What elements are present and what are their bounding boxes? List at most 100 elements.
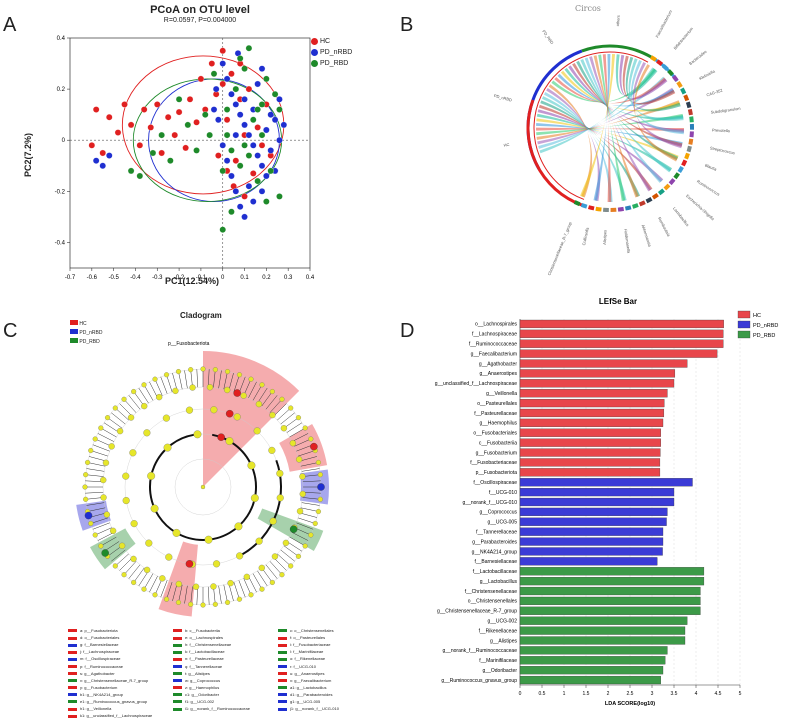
clado-node <box>88 521 93 526</box>
lefse-xtick-label: 5 <box>739 691 742 697</box>
clado-node <box>172 388 178 394</box>
clado-node <box>316 509 321 514</box>
clado-key-label: j: f__Lachnospiraceae <box>80 649 119 654</box>
clado-node <box>313 521 318 526</box>
lefse-bar <box>520 429 661 437</box>
lefse-bar <box>520 656 665 664</box>
pcoa-point-pd_rbd <box>193 147 199 153</box>
pcoa-point-pd_rbd <box>246 45 252 51</box>
circos-label: HC <box>503 142 510 148</box>
clado-key-swatch <box>278 644 287 647</box>
clado-top-label: p__Fusobacteriota <box>168 341 210 347</box>
clado-key-label: f1: g__UCG-002 <box>185 699 214 704</box>
clado-node <box>276 470 283 477</box>
clado-key-swatch <box>68 715 77 718</box>
clado-key-item: l: f__Marinifilaceae <box>278 648 323 655</box>
clado-key-swatch <box>278 672 287 675</box>
clado-node <box>308 437 313 442</box>
legend-label-pd-rbd: PD_RBD <box>320 60 348 67</box>
clado-node <box>303 544 308 549</box>
pcoa-ylabel: PC2(7.2%) <box>23 133 33 177</box>
clado-node <box>141 403 147 409</box>
clado-node-highlight <box>102 549 109 556</box>
lefse-bar <box>520 468 660 476</box>
clado-node <box>109 443 115 449</box>
circos-label: Akkermansia <box>641 224 653 248</box>
clado-key-swatch <box>173 629 182 632</box>
pcoa-point-pd_rbd <box>128 168 134 174</box>
circos-taxon-segment <box>581 205 586 207</box>
clado-node <box>188 602 193 607</box>
clado-node <box>228 580 234 586</box>
clado-key-item: h1: g__Veillonella <box>68 705 111 712</box>
clado-node <box>144 567 150 573</box>
clado-branch <box>115 408 128 420</box>
pcoa-xtick-label: -0.3 <box>152 275 163 281</box>
pcoa-point-hc <box>220 48 226 54</box>
clado-node <box>288 564 293 569</box>
clado-node <box>164 597 169 602</box>
pcoa-xtick-label: 0 <box>221 275 225 281</box>
clado-node <box>299 474 305 480</box>
clado-key-swatch <box>278 693 287 696</box>
lefse-category-label: g__norank_f__UCG-010 <box>463 500 518 506</box>
clado-key-label: r: f__UCG-010 <box>290 664 316 669</box>
lefse-xtick-label: 3 <box>651 691 654 697</box>
lefse-category-label: f__Ruminococcaceae <box>469 342 517 348</box>
pcoa-point-pd_rbd <box>250 117 256 123</box>
pcoa-point-pd_nrbd <box>259 188 265 194</box>
pcoa-point-pd_rbd <box>263 76 269 82</box>
cladogram-plot: p__Fusobacteriota <box>20 305 390 625</box>
clado-key-swatch <box>173 686 182 689</box>
circos-taxon-segment <box>670 179 674 183</box>
clado-key-swatch <box>173 644 182 647</box>
clado-node-highlight <box>234 389 241 396</box>
pcoa-point-hc <box>106 114 112 120</box>
pcoa-point-pd_nrbd <box>263 173 269 179</box>
clado-node <box>186 407 193 414</box>
circos-label: Bifidobacterium <box>673 26 695 51</box>
lefse-category-label: g__norank_f__Ruminococcaceae <box>443 648 518 654</box>
clado-root-node <box>201 485 205 489</box>
lefse-xtick-label: 3.5 <box>671 691 678 697</box>
clado-node <box>236 552 243 559</box>
clado-node <box>129 449 136 456</box>
circos-taxon-segment <box>651 57 656 60</box>
lefse-bar <box>520 587 700 595</box>
lefse-legend-swatch <box>738 331 750 338</box>
clado-branch <box>95 528 111 535</box>
lefse-bar <box>520 607 700 615</box>
clado-key-swatch <box>68 679 77 682</box>
pcoa-point-pd_nrbd <box>246 132 252 138</box>
clado-branch <box>281 550 295 561</box>
pcoa-point-hc <box>228 71 234 77</box>
clado-key-item: o: f__Rikenellaceae <box>278 655 325 662</box>
clado-node <box>308 533 313 538</box>
clado-key-label: i1: g__norank_f__Ruminococcaceae <box>185 706 250 711</box>
circos-label: Collinsella <box>581 226 590 246</box>
lefse-bar <box>520 557 657 565</box>
pcoa-point-hc <box>137 142 143 148</box>
lefse-category-label: f__Pasteurellaceae <box>474 411 517 417</box>
clado-key-swatch <box>68 665 77 668</box>
clado-node <box>280 572 285 577</box>
circos-taxon-segment <box>674 76 677 81</box>
pcoa-point-pd_nrbd <box>246 183 252 189</box>
clado-branch <box>197 369 198 387</box>
clado-key-swatch <box>68 708 77 711</box>
pcoa-point-pd_rbd <box>167 158 173 164</box>
pcoa-point-pd_nrbd <box>211 106 217 112</box>
clado-node <box>260 587 265 592</box>
lefse-xtick-label: 0.5 <box>539 691 546 697</box>
lefse-category-label: g__unclassified_f__Lachnospiraceae <box>435 381 518 387</box>
clado-node <box>290 440 296 446</box>
pcoa-point-pd_nrbd <box>276 137 282 143</box>
circos-taxon-segment <box>690 109 691 115</box>
clado-key-label: b: c__Fusobacteriia <box>185 628 220 633</box>
clado-key-swatch <box>173 679 182 682</box>
pcoa-point-pd_rbd <box>272 91 278 97</box>
lefse-xtick-label: 4 <box>695 691 698 697</box>
clado-node <box>270 518 277 525</box>
clado-node <box>234 413 241 420</box>
pcoa-point-pd_rbd <box>137 173 143 179</box>
